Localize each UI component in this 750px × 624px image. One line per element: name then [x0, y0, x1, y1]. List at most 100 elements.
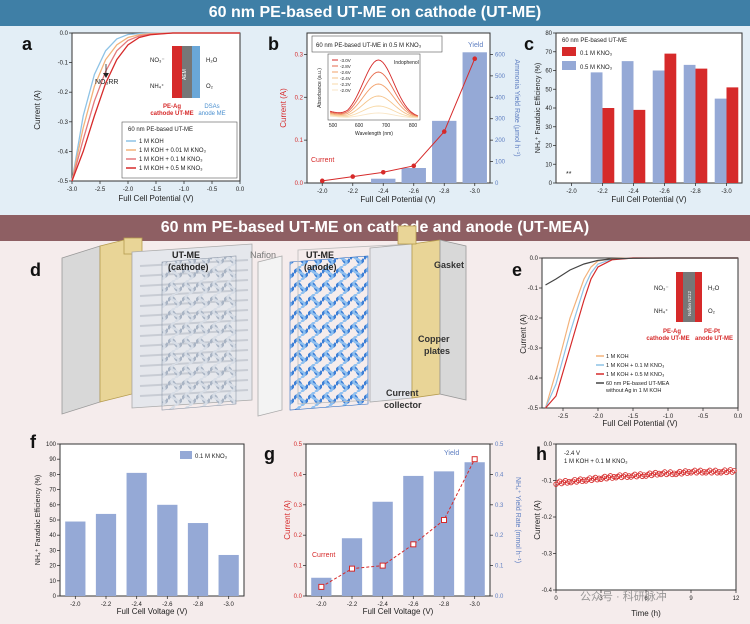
watermark: 公众号 · 科研脉冲 [580, 589, 667, 603]
f-ytick-2: 20 [49, 564, 56, 570]
f-bar-1 [95, 513, 117, 596]
legend-f-item: 0.1 M KNO₃ [195, 454, 228, 460]
g-y2tick-5: 0.5 [495, 442, 504, 448]
b-yield-bar-2 [371, 178, 396, 183]
axes-e: -2.5 -2.0 -1.5 -1.0 -0.5 0.0 0.0 -0.1 -0.2 -0.3 -0… [528, 256, 743, 420]
inset-e-no3: NO₃⁻ [654, 286, 669, 292]
b-xtick-3: -2.6 [409, 189, 420, 195]
b-y2tick-3: 300 [495, 117, 506, 123]
g-current-point-5 [471, 456, 478, 463]
c-bar-0.1M-3 [664, 53, 677, 183]
inset-b-ylabel: Absorbance (a.u.) [317, 68, 323, 108]
label-d-utme-cathode-2: (cathode) [168, 262, 209, 272]
h-xtick-1: 3 [599, 596, 603, 602]
axes-c: -2.0 -2.2 -2.4 -2.6 -2.8 -3.0 0 10 20 30 40 50 60 70 8… [545, 31, 732, 195]
panel-a: a -3.0 -2.5 -2.0 -1.5 -1.0 -0.5 0.0 0.0 -0.1 -0.2… [22, 31, 245, 203]
f-bar-0 [65, 521, 86, 596]
b-ytick-3: 0.3 [295, 52, 304, 58]
membrane-bar-a [182, 46, 192, 98]
ylabel-h: Current (A) [533, 500, 542, 540]
xlabel-c: Full Cell Potential (V) [611, 195, 686, 204]
panel-f: f -2.0 -2.2 -2.4 -2.6 -2.8 -3.0 0 10 20 30 40 50 60 7… [30, 432, 245, 616]
b-yield-bar-5 [462, 52, 487, 184]
a-xtick-6: 0.0 [236, 187, 245, 193]
h-ytick-2: -0.2 [542, 515, 553, 521]
inset-e-right1: PE-Pt [704, 329, 720, 335]
b-y2tick-6: 600 [495, 52, 506, 58]
inset-e-o2: O₂ [708, 309, 716, 315]
label-d-copper-2: plates [424, 346, 450, 356]
b-xtick-4: -2.8 [439, 189, 450, 195]
legend-a-item-2: 1 M KOH + 0.1 M KNO₃ [139, 157, 203, 163]
label-yield-g: Yield [444, 450, 459, 457]
inset-b-xtick-1: 600 [355, 123, 364, 129]
c-xtick-3: -2.6 [659, 189, 670, 195]
b-inset-legend-item-4: -2.2V [340, 82, 351, 87]
b-inset-curve-1 [329, 71, 419, 117]
note-h-0: -2.4 V [564, 451, 580, 457]
b-inset-curve-0 [329, 59, 419, 117]
c-ytick-1: 10 [545, 162, 552, 168]
stars-c: ** [566, 171, 572, 178]
inset-e-left1: PE-Ag [663, 329, 681, 335]
g-current-point-1 [349, 565, 355, 572]
h-xtick-4: 12 [733, 596, 740, 602]
inset-a-nh4: NH₄⁺ [150, 83, 164, 90]
inset-b: 60 nm PE-based UT-ME in 0.5 M KNO₃ Absor… [311, 35, 443, 137]
lines-a [71, 32, 240, 182]
f-bar-5 [218, 554, 239, 596]
g-xtick-5: -3.0 [469, 602, 480, 608]
panel-letter-b: b [268, 34, 279, 54]
label-d-utme-anode-2: (anode) [304, 262, 337, 272]
legend-a-box [121, 121, 238, 179]
a-xtick-5: -0.5 [207, 187, 218, 193]
h-ytick-0: 0.0 [544, 442, 553, 448]
axes-f: -2.0 -2.2 -2.4 -2.6 -2.8 -3.0 0 10 20 30 40 50 60 70 8… [46, 442, 235, 608]
panel-h: h 0 3 6 9 120.0-0.1-0.2-0.3-0.4 Current (A) … [533, 442, 740, 618]
legend-c-title: 60 nm PE-based UT-ME [562, 38, 627, 44]
f-ytick-8: 80 [49, 472, 56, 478]
aem-label: AEM [182, 69, 188, 80]
bars-c [590, 53, 739, 183]
legend-a-item-3: 1 M KOH + 0.5 M KNO₃ [139, 166, 203, 172]
b-current-point-4 [441, 129, 447, 134]
legend-c-item-0: 0.1 M KNO₃ [580, 51, 613, 57]
axes-g: -2.0 -2.2 -2.4 -2.6 -2.8 -3.0 0.0 0.1 0.2 0.3 0.4 0… [294, 442, 504, 608]
label-d-copper-1: Copper [418, 334, 450, 344]
e-ytick-1: -0.1 [528, 286, 539, 292]
inset-b-peak: Indophenol [394, 60, 419, 66]
xlabel-a: Full Cell Potential (V) [118, 194, 193, 203]
b-ytick-0: 0.0 [295, 181, 304, 187]
inset-b-frame [327, 53, 421, 121]
axes-a: -3.0 -2.5 -2.0 -1.5 -1.0 -0.5 0.0 0.0 -0.1 -0.2 -0… [58, 31, 245, 193]
ylabel-a: Current (A) [33, 90, 42, 130]
inset-b-xtick-0: 500 [329, 123, 338, 129]
b-xtick-0: -2.0 [317, 189, 328, 195]
g-yield-bar-2 [372, 501, 393, 596]
ylabel2-b: Ammonia Yield Rate (μmol h⁻¹) [513, 59, 520, 156]
f-bar-4 [187, 523, 209, 596]
inset-b-titlebox [311, 35, 443, 53]
legend-c-item-1: 0.5 M KNO₃ [580, 65, 613, 71]
h-point-95 [731, 468, 737, 474]
legend-e-item-0: 1 M KOH [606, 354, 629, 360]
xlabel-e: Full Cell Potential (V) [602, 419, 677, 428]
g-xtick-3: -2.6 [408, 602, 419, 608]
plot-frame-f [59, 443, 245, 597]
c-ytick-4: 40 [545, 106, 552, 112]
h-ytick-1: -0.1 [542, 479, 553, 485]
legend-a-item-0: 1 M KOH [139, 139, 164, 145]
plot-frame-c [555, 32, 743, 184]
c-xtick-1: -2.2 [597, 189, 608, 195]
inset-e-right2: anode UT-ME [695, 336, 733, 342]
h-ytick-3: -0.3 [542, 552, 553, 558]
xlabel-g: Full Cell Voltage (V) [363, 607, 434, 616]
f-ytick-5: 50 [49, 518, 56, 524]
cathode-bar-e [676, 272, 683, 322]
panel-e: e -2.5 -2.0 -1.5 -1.0 -0.5 0.0 0.0 -0.1 -0.2 -0.3… [512, 256, 743, 428]
f-ytick-0: 0 [53, 594, 57, 600]
membrane-bar-e [683, 272, 695, 322]
legend-c-swatch-0 [562, 47, 576, 56]
legend-e-item-3: 60 nm PE-based UT-MEA [606, 381, 670, 387]
panel-letter-g: g [264, 444, 275, 464]
